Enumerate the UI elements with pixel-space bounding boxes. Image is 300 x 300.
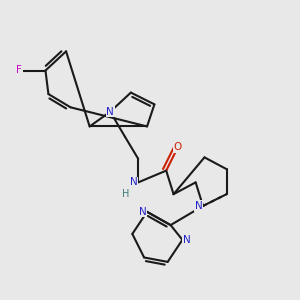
Text: H: H [122, 189, 130, 199]
Text: N: N [130, 177, 138, 188]
Text: N: N [195, 201, 203, 211]
Text: N: N [106, 107, 114, 117]
Text: F: F [16, 65, 22, 76]
Text: O: O [174, 142, 182, 152]
Text: N: N [139, 207, 146, 217]
Text: N: N [183, 235, 191, 245]
